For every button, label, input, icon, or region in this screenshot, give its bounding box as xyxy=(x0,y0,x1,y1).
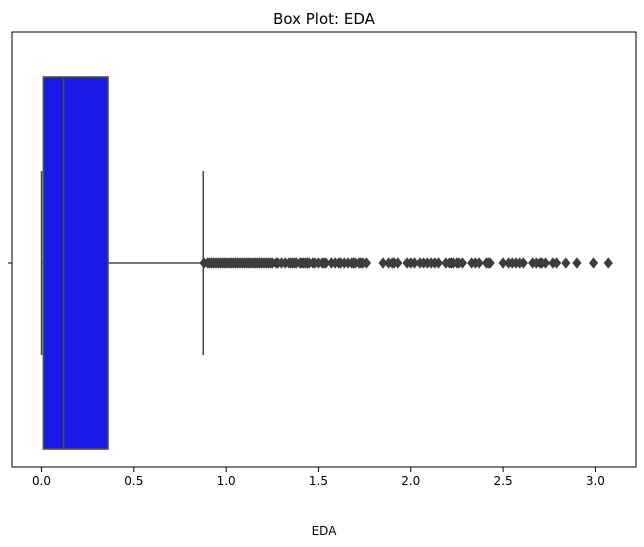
outlier-point xyxy=(518,257,528,269)
outlier-point xyxy=(603,257,613,269)
x-tick-label: 1.0 xyxy=(217,474,236,488)
outlier-point xyxy=(552,257,562,269)
outlier-point xyxy=(393,257,403,269)
x-tick-label: 1.5 xyxy=(309,474,328,488)
outlier-point xyxy=(561,257,571,269)
outlier-point xyxy=(572,257,582,269)
outlier-point xyxy=(474,257,484,269)
outlier-point xyxy=(485,257,495,269)
axes-frame xyxy=(11,31,637,468)
x-tick-label: 0.5 xyxy=(124,474,143,488)
x-tick-label: 2.5 xyxy=(494,474,513,488)
x-axis-label: EDA xyxy=(312,524,338,538)
plot-area: 0.0 0.5 1.0 1.5 2.0 2.5 3.0 xyxy=(8,76,613,488)
outlier-point xyxy=(588,257,599,269)
outlier-point xyxy=(540,257,551,269)
x-tick-label: 2.0 xyxy=(401,474,420,488)
x-tick-label: 3.0 xyxy=(586,474,605,488)
outlier-point xyxy=(361,257,372,269)
iqr-box xyxy=(42,76,109,450)
chart-title: Box Plot: EDA xyxy=(273,10,376,28)
x-tick-label: 0.0 xyxy=(32,474,51,488)
outlier-point xyxy=(433,257,444,269)
outlier-point xyxy=(457,257,468,269)
